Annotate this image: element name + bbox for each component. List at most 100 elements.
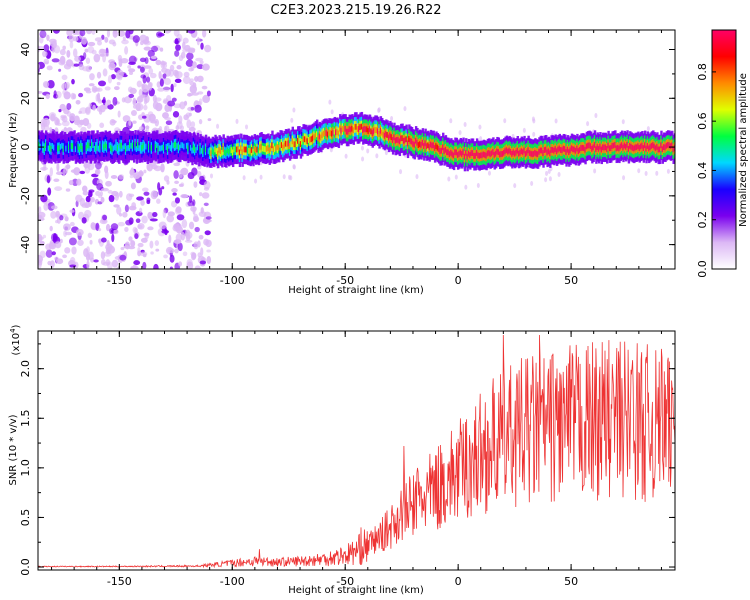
ridge-mark: [309, 137, 312, 143]
noise-speckle: [139, 251, 148, 257]
ridge-mark: [526, 149, 529, 156]
ridge-mark: [334, 129, 338, 136]
ridge-mark: [577, 148, 580, 154]
noise-speckle: [43, 44, 50, 52]
ridge-mark: [325, 130, 328, 137]
noise-speckle: [548, 176, 552, 182]
noise-speckle: [50, 211, 57, 219]
noise-speckle: [75, 194, 83, 203]
ridge-mark: [551, 146, 555, 153]
ridge-mark: [135, 146, 139, 153]
noise-speckle: [39, 250, 46, 259]
noise-speckle: [330, 109, 334, 115]
noise-speckle: [75, 100, 81, 105]
ridge-mark: [43, 146, 46, 153]
noise-speckle: [105, 223, 111, 232]
ridge-mark: [489, 151, 492, 158]
ridge-mark: [57, 145, 60, 152]
spectrogram-marks: [38, 30, 675, 269]
ridge-mark: [284, 140, 288, 147]
ridge-mark: [130, 142, 133, 149]
noise-speckle: [118, 174, 125, 180]
ridge-mark: [282, 144, 285, 151]
ridge-mark: [272, 146, 276, 153]
ridge-mark: [61, 142, 64, 149]
noise-speckle: [176, 214, 185, 221]
ridge-mark: [420, 142, 423, 148]
noise-speckle: [110, 73, 116, 80]
noise-speckle: [117, 54, 123, 62]
ridge-mark: [538, 148, 541, 155]
ridge-mark: [53, 144, 56, 151]
noise-speckle: [174, 78, 182, 84]
noise-speckle: [188, 126, 196, 132]
ridge-mark: [372, 128, 376, 135]
noise-speckle: [50, 260, 55, 268]
ridge-mark: [599, 143, 602, 150]
ridge-mark: [451, 151, 454, 158]
noise-speckle: [163, 254, 168, 259]
noise-speckle: [106, 239, 110, 247]
ridge-mark: [634, 144, 637, 151]
ridge-mark: [444, 146, 448, 153]
ridge-mark: [198, 148, 201, 155]
ridge-mark: [173, 142, 177, 149]
noise-speckle: [45, 93, 50, 100]
noise-speckle: [134, 233, 139, 240]
noise-speckle: [594, 113, 598, 119]
noise-speckle: [180, 193, 189, 199]
noise-speckle: [201, 30, 207, 38]
ridge-mark: [290, 141, 293, 148]
ridge-mark: [667, 141, 670, 148]
spectrogram-frame: [37, 29, 676, 270]
noise-speckle: [137, 65, 141, 69]
ridge-mark: [324, 130, 327, 137]
noise-speckle: [75, 228, 84, 236]
ridge-mark: [410, 138, 414, 145]
ridge-mark: [454, 149, 457, 156]
noise-speckle: [143, 191, 150, 196]
noise-speckle: [124, 226, 129, 233]
noise-speckle: [83, 160, 88, 169]
ridge-mark: [574, 147, 578, 154]
noise-speckle: [116, 206, 122, 215]
ridge-mark: [101, 143, 105, 150]
noise-speckle: [102, 214, 108, 221]
noise-speckle: [203, 202, 209, 207]
ridge-mark: [265, 145, 269, 152]
ridge-mark: [348, 126, 351, 133]
ridge-mark: [503, 149, 506, 156]
ridge-mark: [51, 143, 55, 149]
noise-speckle: [55, 210, 60, 218]
noise-speckle: [235, 118, 239, 124]
ridge-mark: [212, 149, 216, 156]
noise-speckle: [73, 119, 81, 126]
noise-speckle: [101, 237, 107, 243]
colorbar: 0.0 0.2 0.4 0.6 0.8 Normalized spectral ampl…: [696, 29, 749, 278]
noise-speckle: [80, 126, 87, 133]
ridge-mark: [469, 152, 472, 158]
ridge-mark: [180, 142, 183, 149]
noise-speckle: [97, 201, 103, 205]
ridge-mark: [400, 135, 403, 142]
ridge-mark: [524, 151, 528, 157]
noise-speckle: [207, 118, 212, 122]
ridge-mark: [153, 142, 156, 149]
ridge-mark: [70, 143, 74, 149]
noise-speckle: [201, 192, 210, 199]
noise-speckle: [158, 221, 167, 230]
noise-speckle: [72, 48, 78, 58]
noise-speckle: [129, 169, 135, 175]
x-tick-label: -100: [220, 274, 245, 287]
noise-speckle: [129, 174, 134, 179]
ridge-mark: [496, 148, 499, 155]
noise-speckle: [360, 145, 364, 151]
ridge-mark: [409, 138, 412, 144]
ridge-mark: [509, 148, 513, 155]
ridge-mark: [648, 145, 651, 152]
noise-speckle: [128, 193, 135, 198]
ridge-mark: [474, 152, 477, 159]
ridge-mark: [226, 147, 229, 154]
noise-speckle: [188, 48, 196, 54]
noise-speckle: [81, 36, 88, 45]
